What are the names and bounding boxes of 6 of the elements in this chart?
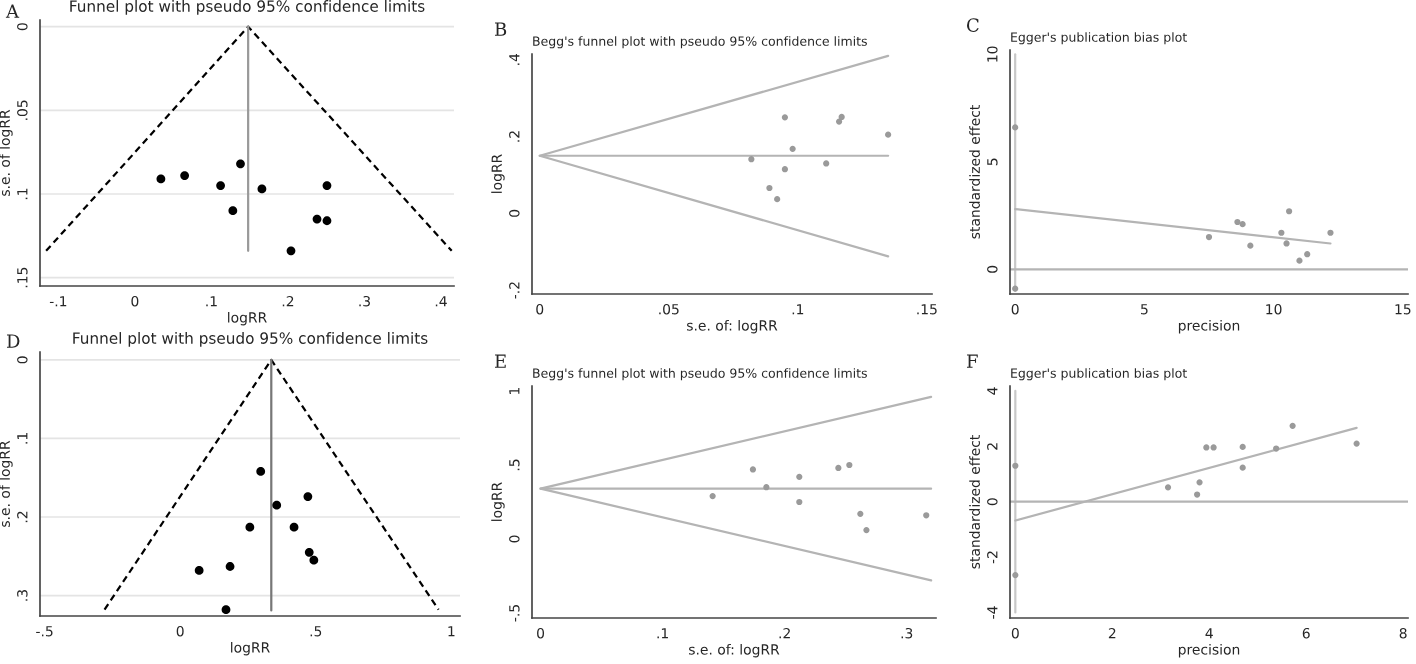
- text: B: [495, 22, 507, 36]
- text: C: [967, 18, 979, 32]
- text: D: [7, 334, 20, 348]
- text: A: [5, 4, 20, 18]
- text: E: [495, 354, 506, 368]
- text: F: [967, 354, 978, 368]
